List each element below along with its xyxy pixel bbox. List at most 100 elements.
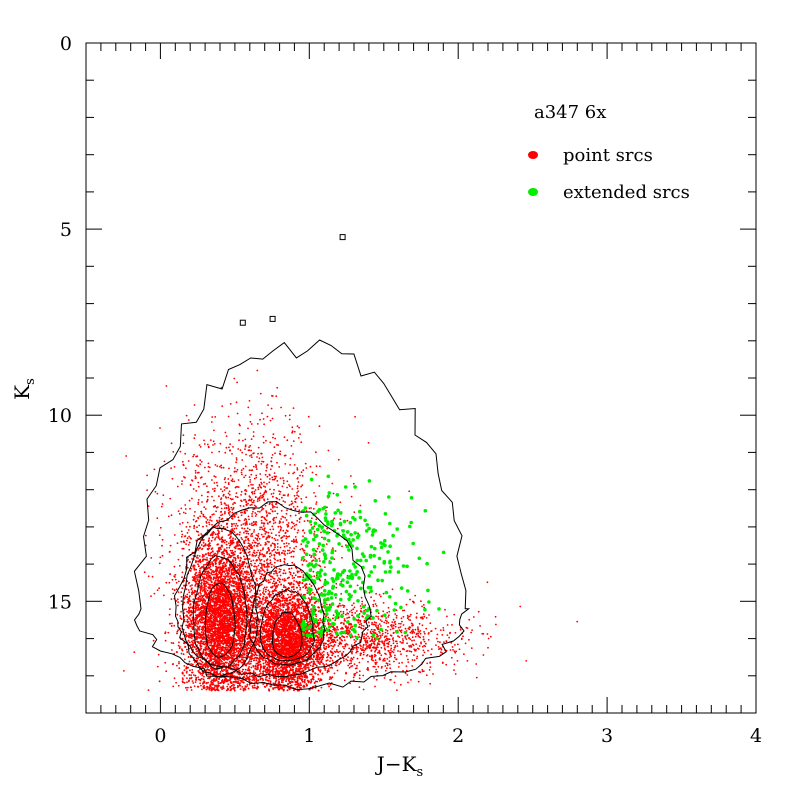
data-point xyxy=(183,681,186,684)
data-point xyxy=(247,583,250,585)
data-point xyxy=(213,582,216,585)
data-point xyxy=(237,661,240,664)
data-point xyxy=(200,660,203,663)
data-point xyxy=(197,604,200,607)
data-point xyxy=(215,605,217,607)
data-point xyxy=(227,655,230,658)
data-point xyxy=(219,672,221,675)
data-point xyxy=(195,597,198,600)
data-point xyxy=(182,681,184,684)
data-point xyxy=(199,571,202,574)
data-point xyxy=(184,646,187,648)
data-point xyxy=(207,665,210,667)
data-point xyxy=(228,630,230,633)
data-point xyxy=(203,626,206,628)
data-point xyxy=(192,682,195,684)
data-point xyxy=(220,660,223,662)
data-point xyxy=(177,601,180,603)
data-point xyxy=(209,638,212,641)
data-point xyxy=(213,645,216,648)
data-point xyxy=(229,549,232,552)
data-point xyxy=(218,576,220,578)
data-point xyxy=(229,637,232,639)
data-point xyxy=(181,587,184,589)
data-point xyxy=(216,669,219,671)
data-point xyxy=(237,612,240,614)
data-point xyxy=(241,622,244,625)
data-point xyxy=(244,582,247,585)
data-point xyxy=(188,674,191,676)
data-point xyxy=(206,623,208,625)
data-point xyxy=(190,630,192,633)
data-point xyxy=(201,606,203,609)
data-point xyxy=(225,646,227,649)
data-point xyxy=(218,603,220,606)
data-point xyxy=(211,600,214,603)
data-point xyxy=(240,595,243,598)
data-point xyxy=(236,595,238,598)
data-point xyxy=(209,584,212,586)
data-point xyxy=(237,610,239,613)
data-point xyxy=(185,686,187,689)
data-point xyxy=(207,586,210,589)
data-point xyxy=(200,585,203,588)
data-point xyxy=(225,677,227,680)
data-point xyxy=(242,636,245,638)
data-point xyxy=(206,621,209,623)
data-point xyxy=(235,583,238,586)
data-point xyxy=(173,589,176,591)
data-point xyxy=(204,662,207,664)
data-point xyxy=(234,651,237,654)
data-point xyxy=(221,640,224,642)
data-point xyxy=(180,652,183,655)
data-point xyxy=(247,687,250,690)
data-point xyxy=(224,565,227,567)
data-point xyxy=(176,664,178,667)
data-point xyxy=(220,662,223,665)
data-point xyxy=(170,625,173,627)
data-point xyxy=(211,681,214,684)
data-point xyxy=(218,646,221,649)
data-point xyxy=(185,635,188,638)
data-point xyxy=(202,613,205,615)
data-point xyxy=(205,559,208,561)
data-point xyxy=(213,607,216,609)
data-point xyxy=(227,556,230,559)
data-point xyxy=(229,605,232,608)
data-point xyxy=(234,615,237,618)
data-point xyxy=(195,619,198,621)
data-point xyxy=(205,588,207,590)
data-point xyxy=(226,618,229,621)
data-point xyxy=(221,680,223,682)
data-point xyxy=(256,598,258,601)
data-point xyxy=(225,543,228,546)
data-point xyxy=(133,651,136,654)
data-point xyxy=(209,563,212,565)
data-point xyxy=(211,679,213,682)
data-point xyxy=(167,631,170,634)
data-point xyxy=(244,668,247,671)
data-point xyxy=(180,624,183,627)
data-point xyxy=(220,681,223,684)
data-point xyxy=(220,636,223,639)
data-point xyxy=(207,673,210,676)
data-point xyxy=(191,680,194,682)
data-point xyxy=(216,620,219,622)
data-point xyxy=(212,597,215,599)
data-point xyxy=(211,634,214,637)
data-point xyxy=(226,639,229,642)
data-point xyxy=(248,573,251,576)
data-point xyxy=(221,624,224,627)
data-point xyxy=(223,636,226,638)
data-point xyxy=(208,579,210,582)
data-point xyxy=(195,580,198,583)
data-point xyxy=(197,676,200,679)
data-point xyxy=(236,678,239,681)
data-point xyxy=(201,596,204,599)
data-point xyxy=(187,609,190,612)
data-point xyxy=(253,544,256,547)
data-point xyxy=(188,617,190,619)
data-point xyxy=(186,618,189,621)
data-point xyxy=(190,689,193,691)
